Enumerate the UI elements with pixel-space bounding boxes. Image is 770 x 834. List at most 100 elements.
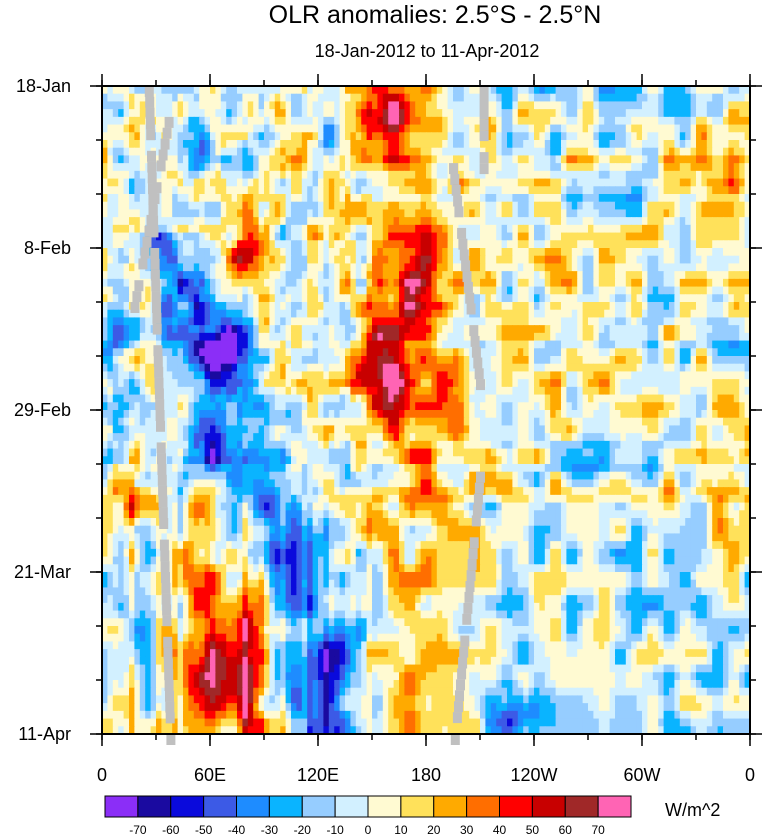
field-cell	[139, 271, 146, 280]
field-cell	[733, 186, 740, 195]
field-cell	[566, 371, 573, 380]
field-cell	[323, 155, 330, 164]
field-cell	[534, 116, 540, 126]
field-cell	[355, 340, 362, 349]
field-cell	[134, 271, 141, 280]
field-cell	[436, 340, 443, 349]
field-cell	[210, 348, 216, 357]
field-cell	[291, 194, 297, 203]
field-cell	[264, 109, 270, 118]
field-cell	[723, 394, 729, 403]
field-cell	[199, 217, 206, 226]
field-cell	[507, 209, 513, 218]
field-cell	[561, 248, 567, 257]
field-cell	[442, 278, 449, 288]
field-cell	[129, 317, 135, 326]
field-cell	[528, 379, 535, 388]
field-cell	[561, 363, 567, 373]
field-cell	[361, 224, 368, 234]
field-cell	[112, 178, 119, 187]
field-cell	[312, 248, 319, 257]
field-cell	[409, 263, 416, 272]
field-cell	[388, 286, 395, 295]
field-cell	[647, 194, 654, 203]
field-cell	[312, 332, 319, 342]
field-cell	[674, 286, 681, 295]
field-cell	[577, 286, 584, 295]
field-cell	[523, 332, 530, 342]
field-cell	[334, 294, 341, 303]
field-cell	[739, 248, 746, 257]
field-cell	[674, 348, 681, 357]
field-cell	[253, 93, 260, 103]
field-cell	[625, 325, 632, 334]
field-cell	[166, 170, 173, 180]
field-cell	[199, 101, 206, 110]
field-cell	[285, 240, 292, 249]
field-cell	[582, 194, 589, 203]
field-cell	[636, 394, 643, 403]
field-cell	[496, 201, 503, 211]
field-cell	[220, 371, 227, 380]
field-cell	[107, 224, 114, 234]
field-cell	[517, 101, 524, 110]
field-cell	[328, 124, 335, 133]
field-cell	[571, 248, 578, 257]
field-cell	[301, 340, 308, 349]
field-cell	[409, 255, 416, 265]
field-cell	[361, 147, 368, 157]
field-cell	[247, 93, 254, 103]
field-cell	[366, 340, 373, 349]
field-cell	[328, 155, 335, 164]
field-cell	[647, 224, 654, 234]
field-cell	[566, 340, 573, 349]
field-cell	[733, 194, 740, 203]
field-cell	[496, 271, 503, 280]
field-cell	[615, 232, 621, 241]
field-cell	[685, 147, 692, 157]
field-cell	[204, 209, 211, 218]
field-cell	[220, 386, 227, 396]
field-cell	[172, 109, 179, 118]
field-cell	[226, 340, 233, 349]
field-cell	[436, 109, 443, 118]
field-cell	[139, 224, 146, 234]
field-cell	[588, 194, 594, 203]
field-cell	[280, 379, 287, 388]
field-cell	[625, 232, 632, 241]
field-cell	[318, 348, 324, 357]
field-cell	[663, 201, 670, 211]
field-cell	[561, 278, 567, 288]
field-cell	[361, 363, 368, 373]
field-cell	[231, 240, 238, 249]
field-cell	[161, 325, 168, 334]
field-cell	[647, 255, 654, 265]
field-cell	[674, 302, 681, 311]
field-cell	[625, 170, 632, 180]
field-cell	[269, 325, 276, 334]
field-cell	[555, 155, 562, 164]
field-cell	[431, 224, 438, 234]
field-cell	[296, 116, 303, 126]
field-cell	[307, 255, 314, 265]
field-cell	[415, 178, 422, 187]
field-cell	[642, 101, 648, 110]
field-cell	[658, 332, 665, 342]
field-cell	[112, 263, 119, 272]
field-cell	[658, 240, 665, 249]
field-cell	[685, 371, 692, 380]
field-cell	[215, 109, 222, 118]
field-cell	[102, 240, 108, 249]
field-cell	[350, 278, 357, 288]
field-cell	[555, 163, 562, 172]
field-cell	[447, 271, 454, 280]
field-cell	[220, 286, 227, 295]
field-cell	[258, 124, 265, 133]
field-cell	[588, 379, 594, 388]
field-cell	[647, 232, 654, 241]
field-cell	[129, 116, 135, 126]
field-cell	[307, 309, 314, 319]
field-cell	[642, 116, 648, 126]
field-cell	[409, 317, 416, 326]
field-cell	[523, 147, 530, 157]
